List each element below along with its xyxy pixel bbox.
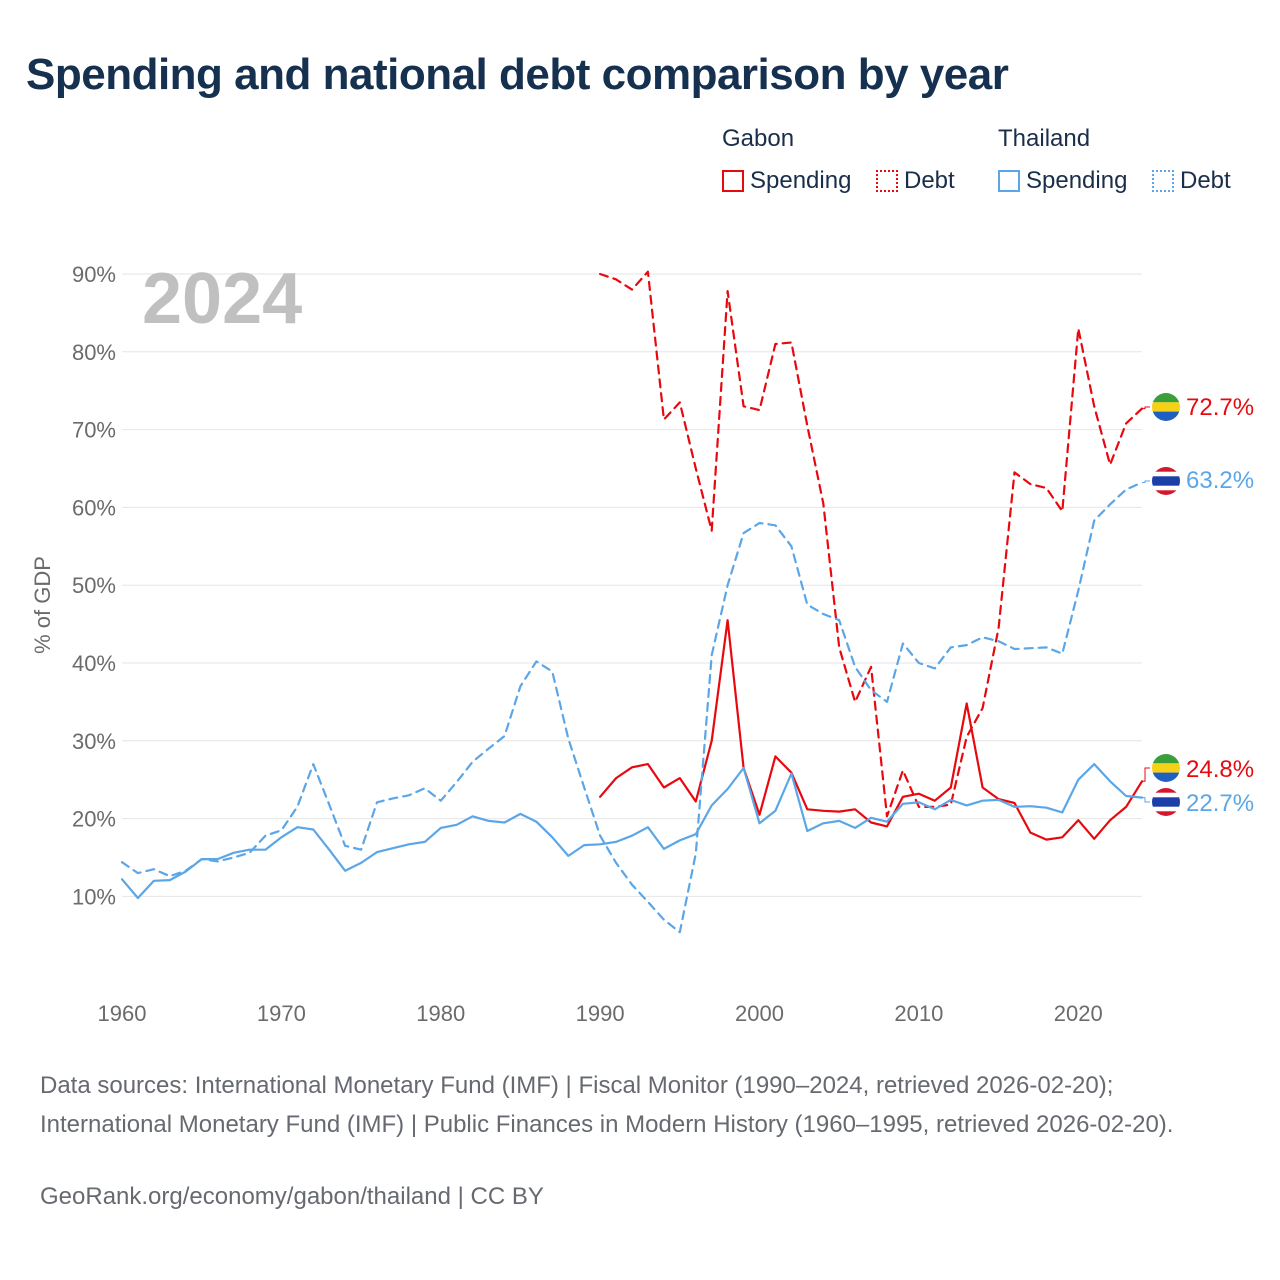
gabon-flag-icon — [1152, 754, 1180, 782]
x-tick-label: 1990 — [576, 1001, 625, 1026]
connector-thailand-debt — [1142, 480, 1150, 484]
thailand-flag-icon — [1152, 467, 1180, 495]
legend-thailand-spending-label: Spending — [1026, 167, 1128, 194]
y-tick-label: 10% — [72, 884, 116, 909]
x-tick-label: 1970 — [257, 1001, 306, 1026]
legend-gabon-debt-label: Debt — [904, 167, 955, 194]
legend-thailand-header: Thailand — [998, 125, 1091, 152]
y-tick-label: 30% — [72, 729, 116, 754]
y-tick-label: 20% — [72, 807, 116, 832]
x-tick-label: 2010 — [894, 1001, 943, 1026]
chart-title: Spending and national debt comparison by… — [26, 50, 1009, 99]
end-label-connectors — [1142, 406, 1150, 803]
legend-thailand-spending[interactable]: Spending — [998, 167, 1127, 195]
legend-swatch-gabon-spending — [722, 170, 744, 192]
x-tick-label: 1980 — [416, 1001, 465, 1026]
data-sources-note: Data sources: International Monetary Fun… — [40, 1072, 1174, 1138]
series-line-gabon-spending — [599, 619, 1144, 841]
x-axis-ticks: 1960 1970 1980 1990 2000 2010 2020 — [98, 1001, 1103, 1026]
legend-swatch-thailand-debt — [1152, 170, 1174, 192]
series-line-thailand-spending — [120, 763, 1144, 900]
end-label-thailand-spending: 22.7% — [1186, 790, 1254, 817]
grid-lines — [122, 273, 1142, 897]
legend-gabon-spending-label: Spending — [750, 167, 852, 194]
credit-link[interactable]: GeoRank.org/economy/gabon/thailand | CC … — [40, 1183, 544, 1210]
connector-gabon-debt — [1142, 406, 1150, 410]
x-tick-label: 1960 — [98, 1001, 147, 1026]
series-line-gabon-debt — [599, 270, 1144, 818]
y-tick-label: 40% — [72, 651, 116, 676]
gabon-flag-icon — [1152, 393, 1180, 421]
legend-thailand-debt[interactable]: Debt — [1152, 167, 1231, 195]
connector-thailand-spending — [1142, 797, 1150, 803]
connector-gabon-spending — [1142, 767, 1150, 782]
line-chart: 10% 20% 30% 40% 50% 60% 70% 80% 90% 1960 1970 1980… — [30, 259, 1254, 1026]
end-label-gabon-debt: 72.7% — [1186, 394, 1254, 421]
end-label-thailand-debt: 63.2% — [1186, 467, 1254, 494]
x-tick-label: 2020 — [1054, 1001, 1103, 1026]
y-tick-label: 60% — [72, 495, 116, 520]
legend-gabon-header: Gabon — [722, 125, 795, 152]
y-tick-label: 50% — [72, 573, 116, 598]
end-label-gabon-spending: 24.8% — [1186, 756, 1254, 783]
year-watermark: 2024 — [142, 259, 302, 339]
x-tick-label: 2000 — [735, 1001, 784, 1026]
y-tick-label: 90% — [72, 262, 116, 287]
y-axis-ticks: 10% 20% 30% 40% 50% 60% 70% 80% 90% — [72, 262, 116, 909]
legend-thailand-debt-label: Debt — [1180, 167, 1231, 194]
legend-swatch-gabon-debt — [876, 170, 898, 192]
y-tick-label: 70% — [72, 418, 116, 443]
series-line-thailand-debt — [120, 481, 1144, 934]
y-axis-label: % of GDP — [30, 556, 55, 654]
legend-gabon-debt[interactable]: Debt — [876, 167, 955, 195]
legend-gabon-spending[interactable]: Spending — [722, 167, 851, 195]
y-tick-label: 80% — [72, 340, 116, 365]
series-lines — [120, 270, 1144, 934]
thailand-flag-icon — [1152, 788, 1180, 816]
legend-swatch-thailand-spending — [998, 170, 1020, 192]
